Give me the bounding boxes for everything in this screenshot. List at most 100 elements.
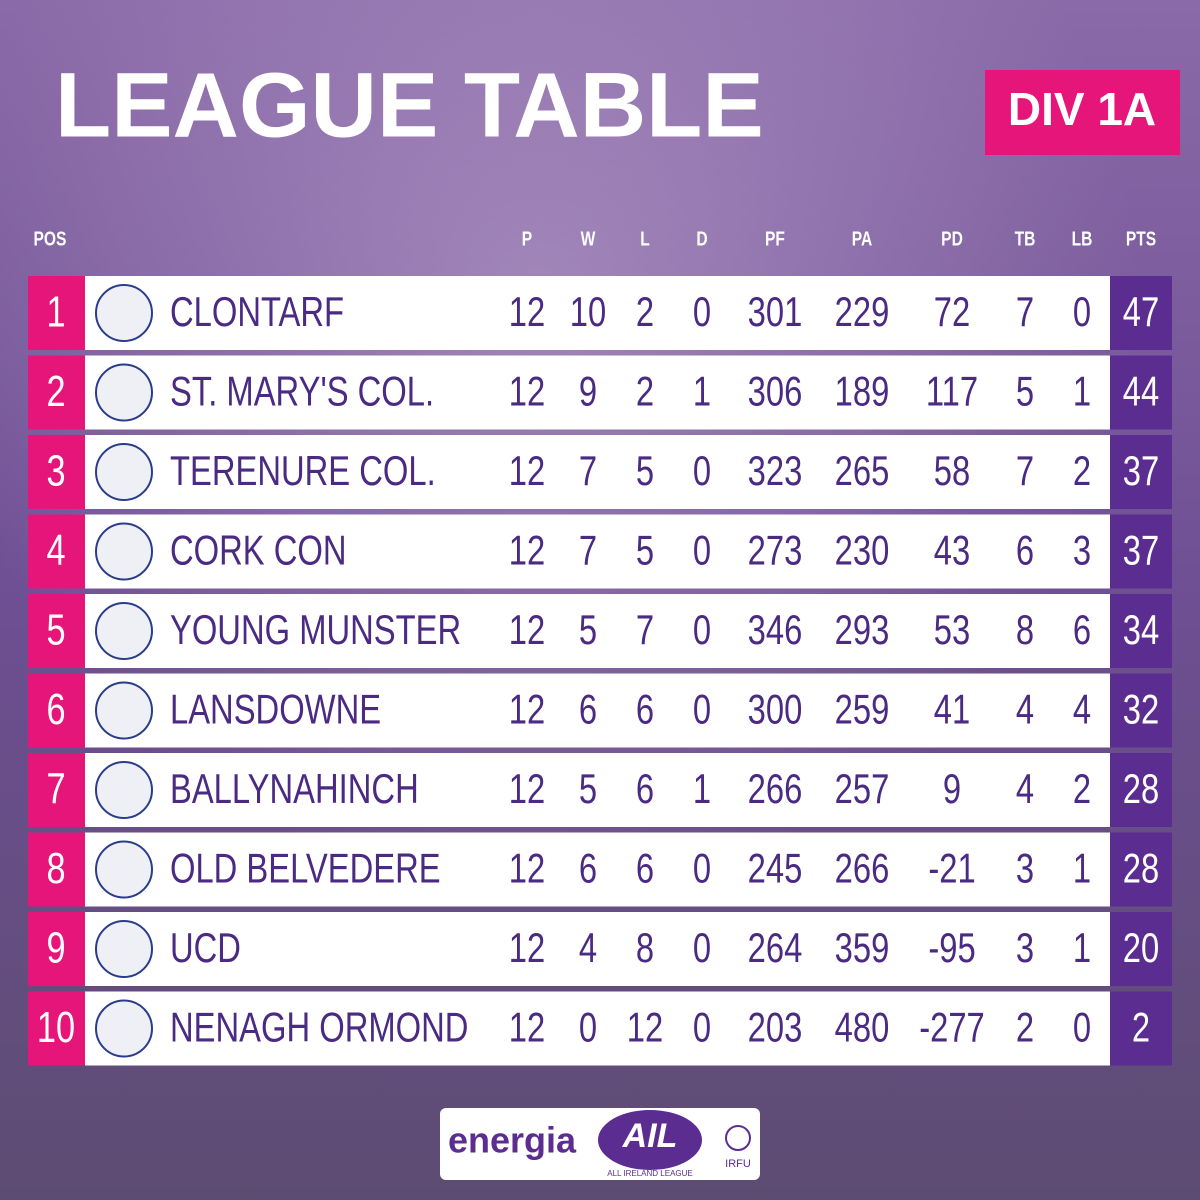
- stat: 12: [509, 765, 545, 812]
- points: 28: [1123, 765, 1159, 812]
- pos-cell: [28, 912, 85, 986]
- stat: 8: [636, 924, 654, 971]
- stat: 2: [636, 368, 654, 415]
- stat: 7: [1016, 447, 1034, 494]
- stat: 3: [1016, 845, 1034, 892]
- stat: 301: [748, 288, 803, 335]
- stat: 6: [636, 686, 654, 733]
- position: 4: [46, 526, 65, 575]
- stat: 6: [1016, 527, 1034, 574]
- table-row: 9 UCD 12 4 8 0 264 359 -95 3 1 20: [28, 912, 1172, 986]
- stat: 245: [748, 845, 803, 892]
- stat: 5: [636, 447, 654, 494]
- table-row: 5 YOUNG MUNSTER 12 5 7 0 346 293 53 8 6 34: [28, 594, 1172, 668]
- title: LEAGUE TABLE: [55, 54, 764, 156]
- pos-cell: [28, 276, 85, 350]
- stat: 0: [693, 447, 711, 494]
- pts-cell: [1110, 753, 1172, 827]
- team-crest: [95, 363, 153, 422]
- row-bg: [85, 832, 1110, 907]
- points: 44: [1123, 368, 1159, 415]
- stat: 43: [934, 527, 970, 574]
- team-crest: [95, 999, 153, 1058]
- ail-badge: [598, 1110, 702, 1170]
- stat: 346: [748, 606, 803, 653]
- league: AIL: [622, 1117, 678, 1155]
- pts-cell: [1110, 673, 1172, 748]
- stat: 8: [1016, 606, 1034, 653]
- stat: 58: [934, 447, 970, 494]
- pts-cell: [1110, 435, 1172, 509]
- stat: 0: [693, 1004, 711, 1051]
- team-crest: [95, 443, 153, 501]
- stat: 266: [748, 765, 803, 812]
- stat: 12: [509, 686, 545, 733]
- team-name: NENAGH ORMOND: [170, 1004, 468, 1051]
- table-row: 1 CLONTARF 12 10 2 0 301 229 72 7 0 47: [28, 276, 1172, 350]
- stat: 266: [835, 845, 890, 892]
- team-name: CORK CON: [170, 527, 347, 574]
- position: 6: [46, 685, 65, 734]
- stat: 230: [835, 527, 890, 574]
- stat: 3: [1073, 527, 1091, 574]
- team-crest: [95, 840, 153, 899]
- position: 7: [46, 765, 65, 814]
- stat: 5: [579, 606, 597, 653]
- stat: 265: [835, 447, 890, 494]
- stat: 72: [934, 288, 970, 335]
- table-row: 7 BALLYNAHINCH 12 5 6 1 266 257 9 4 2 28: [28, 753, 1172, 827]
- stat: 3: [1016, 924, 1034, 971]
- pts-cell: [1110, 594, 1172, 668]
- stat: 5: [579, 765, 597, 812]
- stat: -277: [919, 1004, 985, 1051]
- stat: 0: [579, 1004, 597, 1051]
- stat: 41: [934, 686, 970, 733]
- stat: 306: [748, 368, 803, 415]
- pts-cell: [1110, 832, 1172, 907]
- stat: 0: [693, 845, 711, 892]
- stat: 0: [693, 527, 711, 574]
- stat: 53: [934, 606, 970, 653]
- position: 10: [37, 1003, 75, 1052]
- footer-logo: energia AIL ALL IRELAND LEAGUE IRFU: [440, 1108, 760, 1180]
- stat: 6: [579, 686, 597, 733]
- column-header: P: [522, 227, 532, 249]
- stat: 189: [835, 368, 890, 415]
- team-name: ST. MARY'S COL.: [170, 368, 434, 415]
- pos-cell: [28, 753, 85, 827]
- stat: 7: [1016, 288, 1034, 335]
- stat: 12: [509, 288, 545, 335]
- stat: 0: [1073, 288, 1091, 335]
- stat: 0: [1073, 1004, 1091, 1051]
- row-bg: [85, 991, 1110, 1066]
- stat: 203: [748, 1004, 803, 1051]
- stat: 293: [835, 606, 890, 653]
- stat: 4: [579, 924, 597, 971]
- table-row: 6 LANSDOWNE 12 6 6 0 300 259 41 4 4 32: [28, 673, 1172, 748]
- column-header: D: [696, 227, 707, 249]
- row-bg: [85, 435, 1110, 509]
- stat: 2: [1016, 1004, 1034, 1051]
- position: 8: [46, 844, 65, 893]
- stat: 6: [636, 765, 654, 812]
- position: 9: [46, 924, 65, 973]
- stat: 12: [509, 845, 545, 892]
- table-row: 3 TERENURE COL. 12 7 5 0 323 265 58 7 2 37: [28, 435, 1172, 509]
- union-crest: [725, 1125, 751, 1151]
- stat: 359: [835, 924, 890, 971]
- column-header: PA: [852, 227, 873, 249]
- stat: 257: [835, 765, 890, 812]
- position: 2: [46, 367, 65, 416]
- stat: 1: [1073, 924, 1091, 971]
- pos-cell: [28, 355, 85, 430]
- position: 1: [46, 288, 65, 337]
- team-crest: [95, 522, 153, 581]
- column-header: POS: [34, 227, 67, 249]
- column-header: PD: [941, 227, 963, 249]
- stat: 4: [1073, 686, 1091, 733]
- row-bg: [85, 673, 1110, 748]
- team-name: BALLYNAHINCH: [170, 765, 419, 812]
- stat: 12: [509, 527, 545, 574]
